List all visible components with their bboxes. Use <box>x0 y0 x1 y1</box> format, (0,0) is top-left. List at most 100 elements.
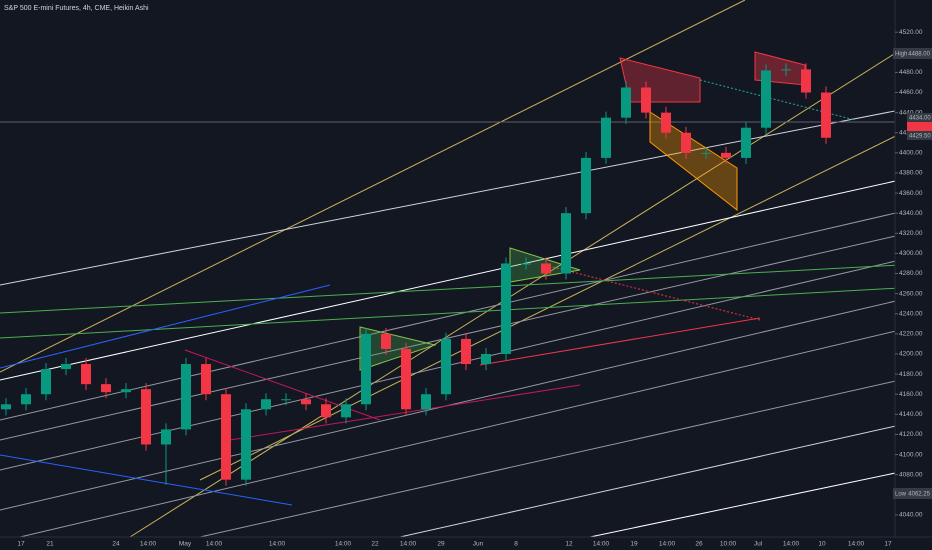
candle-body <box>481 353 491 365</box>
price-tag-text: 4429.50 <box>909 134 931 140</box>
y-tick-label: 4200.00 <box>899 351 923 358</box>
candle-body <box>141 389 151 445</box>
trend-line <box>479 317 761 366</box>
candle-body <box>801 69 811 93</box>
badge-value: 4062.25 <box>908 492 930 498</box>
y-tick-label: 4120.00 <box>899 431 923 438</box>
price-axis <box>895 0 932 550</box>
x-tick-label: 29 <box>437 541 445 548</box>
x-tick-label: 21 <box>46 541 54 548</box>
candle-body <box>261 399 271 410</box>
trend-line <box>129 29 932 538</box>
price-tag <box>907 131 932 140</box>
candle-body <box>21 394 31 405</box>
trend-line <box>199 117 932 481</box>
x-tick-label: 14:00 <box>206 541 223 548</box>
y-tick-label: 4300.00 <box>899 250 923 257</box>
candle-body <box>601 117 611 158</box>
badge-value: 4488.00 <box>908 52 930 58</box>
y-tick-label: 4100.00 <box>899 451 923 458</box>
candle-body <box>821 92 831 138</box>
x-tick-label: 8 <box>514 541 518 548</box>
trend-line <box>589 471 901 538</box>
y-tick-label: 4340.00 <box>899 210 923 217</box>
candle-body <box>561 213 571 274</box>
x-tick-label: 22 <box>371 541 379 548</box>
trend-line <box>0 234 901 441</box>
trend-line <box>399 424 901 538</box>
y-tick-label: 4280.00 <box>899 270 923 277</box>
x-tick-label: 17 <box>884 541 892 548</box>
candle-body <box>281 399 291 401</box>
x-tick-label: 14:00 <box>335 541 352 548</box>
candle-body <box>181 364 191 430</box>
candle-body <box>201 364 211 395</box>
x-tick-label: 19 <box>630 541 638 548</box>
y-tick-label: 4220.00 <box>899 331 923 338</box>
y-tick-label: 4080.00 <box>899 471 923 478</box>
candle-body <box>661 112 671 133</box>
candle-body <box>701 152 711 154</box>
y-tick-label: 4380.00 <box>899 170 923 177</box>
x-tick-label: 10:00 <box>720 541 737 548</box>
candle-body <box>721 152 731 158</box>
candle-body <box>401 348 411 410</box>
candle-body <box>101 384 111 393</box>
x-tick-label: 14:00 <box>140 541 157 548</box>
chart-title: S&P 500 E-mini Futures, 4h, CME, Heikin … <box>4 5 149 12</box>
pattern-channel <box>649 111 738 212</box>
candles <box>1 63 831 486</box>
trend-line <box>0 454 293 506</box>
pattern-box <box>619 57 701 103</box>
x-tick-label: Jul <box>754 541 763 548</box>
trend-line <box>0 0 746 373</box>
candle-body <box>121 389 131 393</box>
candle-body <box>641 87 651 113</box>
x-tick-label: 10 <box>818 541 826 548</box>
candle-body <box>621 87 631 118</box>
trend-line <box>699 79 856 121</box>
trend-line <box>0 109 901 286</box>
price-tag-text: 4434.00 <box>909 116 931 122</box>
x-tick-label: 14:00 <box>400 541 417 548</box>
candle-body <box>441 338 451 395</box>
candle-body <box>681 132 691 153</box>
candle-body <box>361 333 371 405</box>
candle-body <box>1 404 11 410</box>
trend-line <box>0 211 901 421</box>
drawings <box>0 0 932 538</box>
y-tick-label: 4180.00 <box>899 371 923 378</box>
candle-body <box>781 69 791 71</box>
pattern-triangle <box>359 326 437 371</box>
x-tick-label: 14:00 <box>269 541 286 548</box>
candle-body <box>41 369 51 395</box>
candle-body <box>741 127 751 158</box>
candle-body <box>161 429 171 445</box>
candle-body <box>221 394 231 480</box>
trend-line <box>544 264 761 321</box>
x-tick-label: 26 <box>695 541 703 548</box>
candle-body <box>321 404 331 418</box>
x-tick-label: 14:00 <box>659 541 676 548</box>
x-tick-label: 14:00 <box>593 541 610 548</box>
candle-body <box>501 263 511 354</box>
price-tag <box>907 113 932 122</box>
x-tick-label: 14:00 <box>783 541 800 548</box>
candle-body <box>301 399 311 405</box>
badge <box>893 488 932 499</box>
candle-body <box>521 263 531 265</box>
trend-line <box>0 179 901 381</box>
candle-body <box>761 70 771 128</box>
badge-label: Low <box>895 492 907 498</box>
trend-line <box>199 379 901 538</box>
y-tick-label: 4140.00 <box>899 411 923 418</box>
y-tick-label: 4480.00 <box>899 69 923 76</box>
candle-body <box>81 364 91 385</box>
badge <box>893 48 932 59</box>
candle-body <box>241 409 251 480</box>
y-tick-label: 4040.00 <box>899 512 923 519</box>
candle-body <box>341 404 351 418</box>
x-tick-label: Jun <box>473 541 484 548</box>
trend-line <box>19 329 901 538</box>
